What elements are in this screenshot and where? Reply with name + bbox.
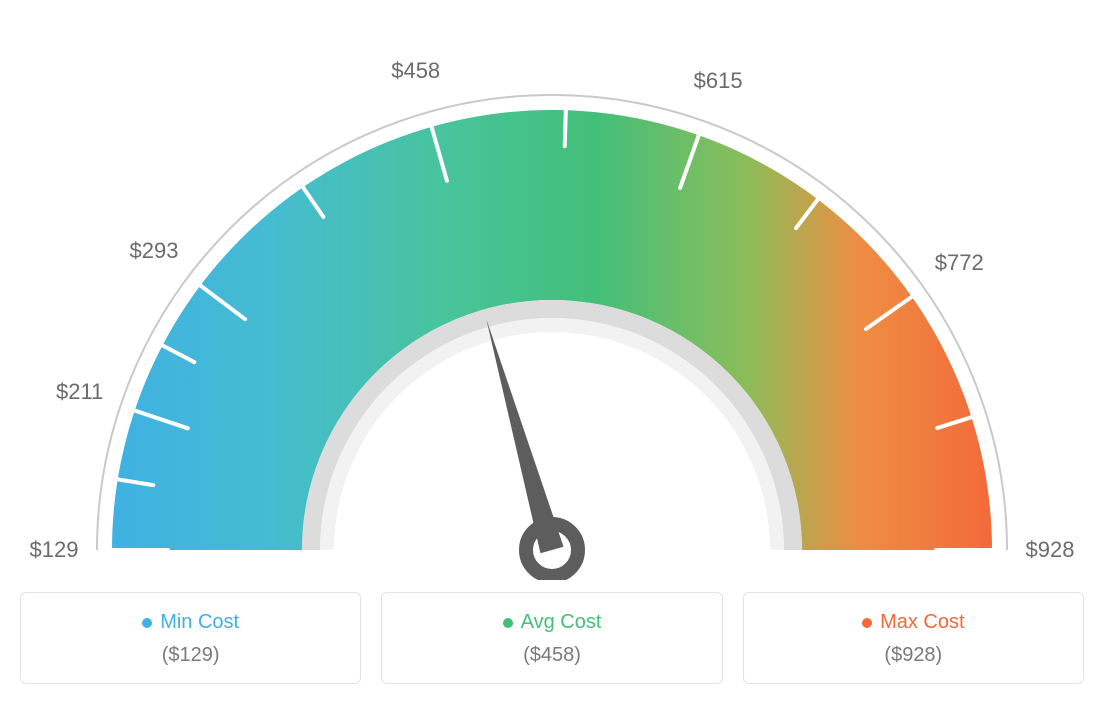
legend-card-avg: Avg Cost ($458) — [381, 592, 722, 684]
legend-title-text: Max Cost — [880, 611, 964, 634]
legend-value: ($458) — [392, 644, 711, 667]
legend-title: Max Cost — [862, 611, 964, 634]
gauge-tick-label: $293 — [130, 238, 179, 264]
cost-gauge-widget: $129 $211 $293 $458 $615 $772 $928 Min Cost ($… — [20, 20, 1084, 684]
legend-title: Avg Cost — [503, 611, 602, 634]
legend-dot-icon — [862, 618, 872, 628]
legend-title: Min Cost — [142, 611, 239, 634]
legend-title-text: Avg Cost — [521, 611, 602, 634]
legend-card-min: Min Cost ($129) — [20, 592, 361, 684]
gauge-tick-label: $458 — [391, 58, 440, 84]
gauge-tick-label: $211 — [56, 379, 103, 405]
gauge-tick-label: $928 — [1026, 537, 1075, 563]
gauge-tick-label: $772 — [935, 250, 984, 276]
gauge-tick-label: $615 — [694, 68, 743, 94]
legend-value: ($928) — [754, 644, 1073, 667]
legend-title-text: Min Cost — [160, 611, 239, 634]
gauge-svg — [20, 20, 1084, 580]
legend-dot-icon — [142, 618, 152, 628]
legend-dot-icon — [503, 618, 513, 628]
gauge-tick-label: $129 — [30, 537, 79, 563]
legend-value: ($129) — [31, 644, 350, 667]
legend-card-max: Max Cost ($928) — [743, 592, 1084, 684]
legend-row: Min Cost ($129) Avg Cost ($458) Max Cost… — [20, 592, 1084, 684]
gauge-area: $129 $211 $293 $458 $615 $772 $928 — [20, 20, 1084, 580]
